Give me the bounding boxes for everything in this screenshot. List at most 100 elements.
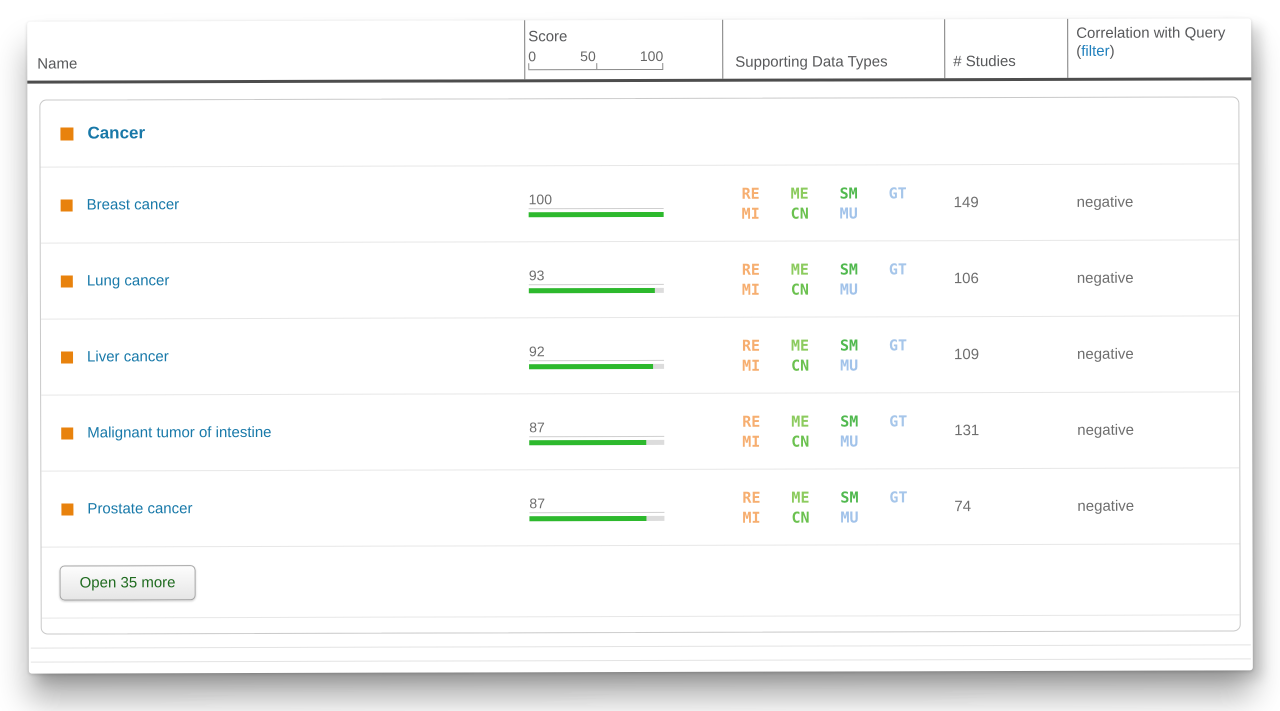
score-bar-fill <box>529 515 647 521</box>
data-type-badge-mi: MI <box>742 356 761 375</box>
score-cell: 100 <box>526 190 724 217</box>
data-type-badge-sm: SM <box>840 411 859 430</box>
card-footer <box>41 614 1240 633</box>
disease-marker-icon <box>61 350 74 364</box>
data-type-badge-cn: CN <box>790 204 809 223</box>
data-type-badge-sm: SM <box>839 259 858 278</box>
data-type-badge-me: ME <box>790 336 810 355</box>
correlation-value: negative <box>1076 193 1134 211</box>
studies-count: 74 <box>954 498 972 516</box>
data-type-badge-mi: MI <box>741 204 760 223</box>
score-bar-fill <box>529 439 647 445</box>
data-type-badge-mi: MI <box>741 280 760 299</box>
data-type-badge-mu: MU <box>839 279 858 298</box>
studies-count: 106 <box>953 270 979 288</box>
score-cell: 87 <box>526 418 724 445</box>
disease-marker-icon <box>61 502 74 516</box>
data-type-badge-mu: MU <box>840 431 859 450</box>
page-divider-2 <box>30 658 1251 663</box>
disease-name-cell: Malignant tumor of intestine <box>41 423 526 441</box>
data-types-cell: RE ME SM GT MI CN MU <box>724 488 946 527</box>
cancer-results-card: Cancer Breast cancer 100 RE ME SM GT MI CN MU 149… <box>39 96 1241 635</box>
disease-link[interactable]: Malignant tumor of intestine <box>87 423 272 442</box>
correlation-column-label: Correlation with Query <box>1076 24 1226 42</box>
data-type-badge-gt: GT <box>888 335 908 354</box>
data-types-column-label: Supporting Data Types <box>735 53 888 71</box>
score-axis-line <box>528 62 664 71</box>
score-bar-track <box>528 287 664 293</box>
data-type-badge-me: ME <box>790 184 809 203</box>
score-bar-track <box>528 211 664 217</box>
open-more-section: Open 35 more <box>41 543 1240 618</box>
open-more-button[interactable]: Open 35 more <box>59 564 196 601</box>
data-type-badge-cn: CN <box>791 432 810 451</box>
column-header-correlation: Correlation with Query (filter) <box>1067 18 1252 78</box>
correlation-value: negative <box>1076 269 1134 287</box>
disease-row: Lung cancer 93 RE ME SM GT MI CN MU 106 negative <box>40 239 1239 319</box>
score-value: 87 <box>529 494 665 513</box>
data-types-cell: RE ME SM GT MI CN MU <box>724 260 946 299</box>
data-type-badge-gt: GT <box>888 183 907 202</box>
disease-marker-icon <box>61 426 74 440</box>
data-type-badge-mi: MI <box>742 432 761 451</box>
group-header-cancer: Cancer <box>40 97 1238 166</box>
column-header-data-types: Supporting Data Types <box>722 19 945 79</box>
data-type-badge-mu: MU <box>840 355 859 374</box>
score-block: 100 <box>528 190 664 217</box>
score-bar-fill <box>529 363 654 369</box>
disease-link[interactable]: Breast cancer <box>86 196 180 214</box>
disease-name-cell: Liver cancer <box>41 347 526 365</box>
score-axis: 0 50 100 <box>528 47 664 71</box>
cancer-group-label: Cancer <box>87 123 146 143</box>
data-type-badge-mi: MI <box>742 508 761 527</box>
score-bar-track <box>529 363 665 369</box>
score-block: 87 <box>529 418 665 445</box>
score-bar-fill <box>528 287 655 293</box>
data-type-badge-sm: SM <box>839 183 858 202</box>
column-header-score: Score 0 50 100 <box>524 19 723 80</box>
data-type-badge-cn: CN <box>790 280 809 299</box>
score-cell: 93 <box>526 266 724 293</box>
data-type-badge-cn: CN <box>791 356 810 375</box>
disease-row: Breast cancer 100 RE ME SM GT MI CN MU 149 negativ… <box>40 163 1239 243</box>
data-type-badge-re: RE <box>741 260 760 279</box>
page-divider-1 <box>30 644 1251 649</box>
column-header-studies: # Studies <box>944 18 1068 79</box>
studies-count: 109 <box>954 346 980 364</box>
score-cell: 87 <box>526 494 724 521</box>
filter-link[interactable]: filter <box>1081 43 1110 61</box>
score-axis-tick-0: 0 <box>528 48 537 65</box>
cancer-group-marker-icon <box>60 126 74 141</box>
score-value: 93 <box>528 266 664 285</box>
score-column-label: Score <box>528 28 568 46</box>
disease-marker-icon <box>60 274 73 288</box>
score-block: 93 <box>528 266 664 293</box>
disease-row: Malignant tumor of intestine 87 RE ME SM GT MI… <box>41 391 1240 471</box>
studies-count: 149 <box>953 194 979 212</box>
disease-link[interactable]: Lung cancer <box>86 272 170 290</box>
filter-paren-close: ) <box>1109 43 1115 61</box>
studies-count: 131 <box>954 422 980 440</box>
data-type-badge-re: RE <box>742 488 761 507</box>
score-block: 87 <box>529 494 665 521</box>
disease-link[interactable]: Prostate cancer <box>87 500 193 518</box>
disease-row: Liver cancer 92 RE ME SM GT MI CN MU 109 negative <box>40 315 1240 395</box>
data-type-badge-mu: MU <box>840 507 859 526</box>
table-header: Name Score 0 50 100 Supporting Data Type… <box>27 18 1252 84</box>
data-types-cell: RE ME SM GT MI CN MU <box>724 336 946 375</box>
score-axis-tick-100: 100 <box>639 47 664 64</box>
disease-name-cell: Breast cancer <box>41 195 526 213</box>
data-type-badge-me: ME <box>791 488 810 507</box>
data-types-cell: RE ME SM GT MI CN MU <box>724 412 946 451</box>
disease-name-cell: Prostate cancer <box>41 499 526 517</box>
score-axis-tick-50: 50 <box>580 48 596 65</box>
disease-marker-icon <box>60 198 73 212</box>
data-type-badge-me: ME <box>791 412 810 431</box>
data-type-badge-re: RE <box>741 336 761 355</box>
column-header-name: Name <box>27 20 524 80</box>
correlation-value: negative <box>1077 497 1135 515</box>
disease-row: Prostate cancer 87 RE ME SM GT MI CN MU 74 negativ… <box>41 467 1240 547</box>
score-bar-track <box>529 515 665 521</box>
results-page: Name Score 0 50 100 Supporting Data Type… <box>27 18 1253 674</box>
disease-link[interactable]: Liver cancer <box>87 348 169 366</box>
